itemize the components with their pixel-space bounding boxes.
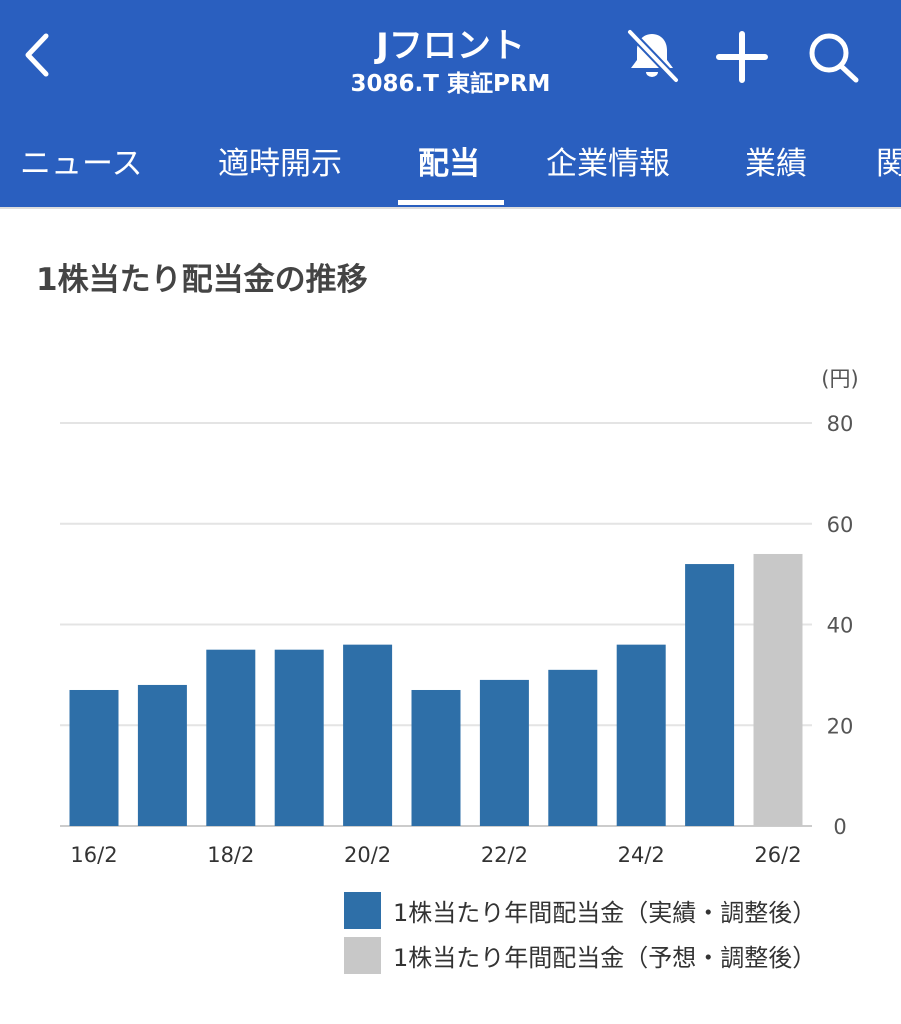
- bar-actual[interactable]: [548, 669, 598, 826]
- bar-actual[interactable]: [616, 644, 666, 826]
- legend-label: 1株当たり年間配当金（予想・調整後）: [393, 944, 817, 972]
- stock-name: Jフロント: [376, 26, 525, 66]
- back-chevron-icon[interactable]: [18, 30, 58, 80]
- y-tick-label: 40: [827, 614, 854, 638]
- legend-forecast: 1株当たり年間配当金（予想・調整後）: [344, 937, 816, 974]
- unit-label: (円): [821, 367, 858, 391]
- bar-actual[interactable]: [411, 689, 461, 826]
- x-tick-label: 20/2: [344, 843, 391, 867]
- tab-bar: ニュース 適時開示 配当 企業情報 業績 関: [0, 130, 901, 207]
- search-icon[interactable]: [803, 26, 863, 86]
- legend-swatch: [344, 937, 381, 974]
- dividend-chart: (円) 0 20 40 60 80 16/2 18/2 20/2 22/2 24/2 26/2: [60, 367, 859, 867]
- y-tick-label: 80: [827, 412, 854, 436]
- tab-company-info[interactable]: 企業情報: [546, 146, 670, 182]
- bar-forecast[interactable]: [753, 553, 803, 826]
- bar-actual[interactable]: [69, 689, 119, 826]
- section-title: 1株当たり配当金の推移: [36, 262, 368, 298]
- legend-actual: 1株当たり年間配当金（実績・調整後）: [344, 892, 816, 929]
- app-header: Jフロント 3086.T 東証PRM ニュース 適時開示 配当 企業情報 業績 …: [0, 0, 901, 207]
- x-tick-label: 24/2: [618, 843, 665, 867]
- x-tick-label: 18/2: [207, 843, 254, 867]
- x-tick-label: 22/2: [481, 843, 528, 867]
- legend-swatch: [344, 892, 381, 929]
- bar-actual[interactable]: [206, 649, 256, 826]
- y-tick-label: 20: [827, 714, 854, 738]
- x-tick-label: 16/2: [70, 843, 117, 867]
- legend-label: 1株当たり年間配当金（実績・調整後）: [393, 899, 817, 927]
- tab-news[interactable]: ニュース: [20, 146, 143, 182]
- y-tick-label: 0: [833, 815, 846, 839]
- bar-actual[interactable]: [479, 679, 529, 826]
- y-tick-label: 60: [827, 513, 854, 537]
- bar-actual[interactable]: [274, 649, 324, 826]
- tab-dividend[interactable]: 配当: [418, 146, 480, 182]
- bar-actual[interactable]: [685, 564, 735, 826]
- tab-related[interactable]: 関: [876, 146, 901, 182]
- stock-code: 3086.T 東証PRM: [350, 71, 551, 97]
- bar-actual[interactable]: [343, 644, 393, 826]
- active-tab-indicator: [398, 200, 504, 205]
- plus-icon[interactable]: [712, 26, 772, 86]
- bell-off-icon[interactable]: [622, 26, 682, 86]
- tab-earnings[interactable]: 業績: [745, 146, 807, 182]
- x-tick-label: 26/2: [754, 843, 801, 867]
- divider: [0, 207, 901, 209]
- tab-disclosure[interactable]: 適時開示: [218, 146, 342, 182]
- bar-actual[interactable]: [137, 684, 187, 826]
